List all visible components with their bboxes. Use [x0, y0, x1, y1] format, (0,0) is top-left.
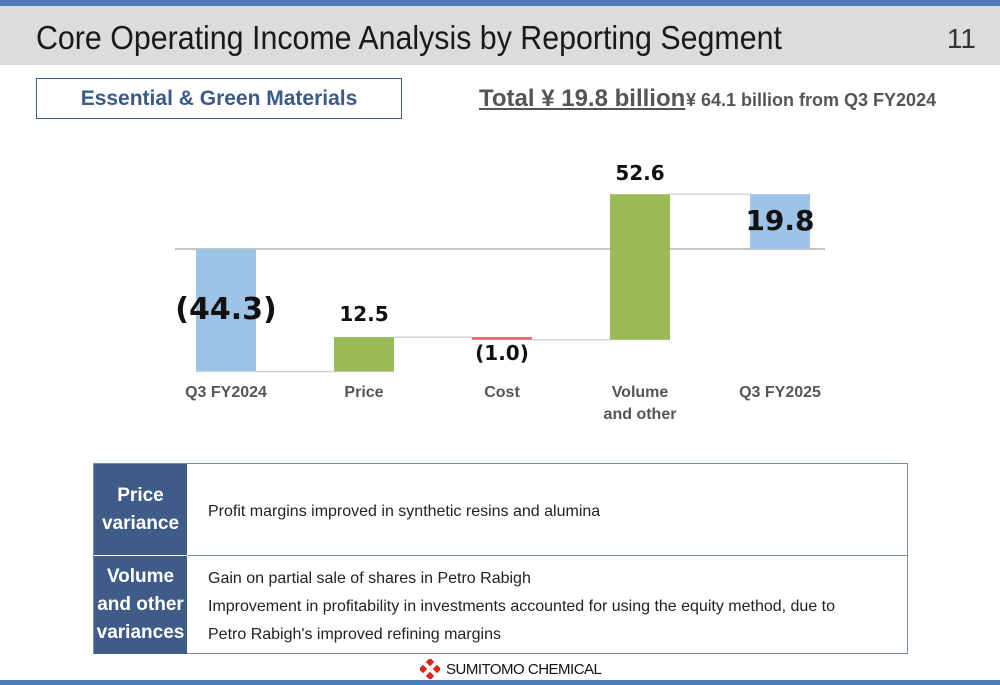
chart-bar — [750, 194, 810, 249]
title-bar — [0, 6, 1000, 65]
chart-value-label: 19.8 — [745, 204, 814, 237]
table-cell-line: Gain on partial sale of shares in Petro … — [208, 570, 531, 587]
segment-label-box: Essential & Green Materials — [36, 78, 402, 119]
company-name: SUMITOMO CHEMICAL — [446, 660, 602, 678]
table-cell-line: Improvement in profitability in investme… — [208, 598, 836, 615]
table-row-header: Volume and other variances — [94, 556, 187, 654]
chart-category-label: Price — [344, 384, 383, 401]
chart-bar — [334, 337, 394, 372]
variance-table: Price variance Profit margins improved i… — [93, 463, 908, 654]
chart-bar — [472, 337, 532, 340]
top-accent-stripe — [0, 0, 1000, 6]
table-cell-line: Profit margins improved in synthetic res… — [208, 503, 601, 520]
page-title: Core Operating Income Analysis by Report… — [36, 19, 782, 56]
table-cell: Gain on partial sale of shares in Petro … — [208, 565, 835, 649]
table-cell: Profit margins improved in synthetic res… — [208, 498, 600, 526]
chart-category-label: Cost — [484, 384, 520, 401]
page-number: 11 — [946, 23, 976, 54]
segment-label: Essential & Green Materials — [80, 86, 358, 110]
table-row-divider — [187, 555, 908, 556]
company-logo: SUMITOMO CHEMICAL — [420, 659, 602, 679]
chart-bar — [610, 194, 670, 340]
table-cell-line: Petro Rabigh's improved refining margins — [208, 626, 501, 643]
bottom-accent-stripe — [0, 680, 1000, 685]
chart-value-label: 12.5 — [339, 302, 388, 326]
chart-value-label: 52.6 — [615, 161, 664, 185]
sumitomo-logo-icon — [420, 659, 440, 679]
chart-category-label: Q3 FY2024 — [185, 384, 267, 401]
table-row-header: Price variance — [94, 464, 187, 555]
chart-bar — [196, 249, 256, 372]
chart-category-label: Q3 FY2025 — [739, 384, 821, 401]
segment-total: Total ¥ 19.8 billion — [479, 85, 686, 112]
waterfall-chart: (44.3) 12.5 (1.0) 52.6 19.8 Q3 FY2024 Price Cos… — [175, 161, 825, 423]
chart-value-label: (44.3) — [175, 292, 276, 327]
chart-value-label: (1.0) — [475, 341, 529, 365]
segment-total-change: ¥ 64.1 billion from Q3 FY2024 — [686, 90, 937, 110]
chart-category-label: Volume and other — [604, 384, 677, 423]
